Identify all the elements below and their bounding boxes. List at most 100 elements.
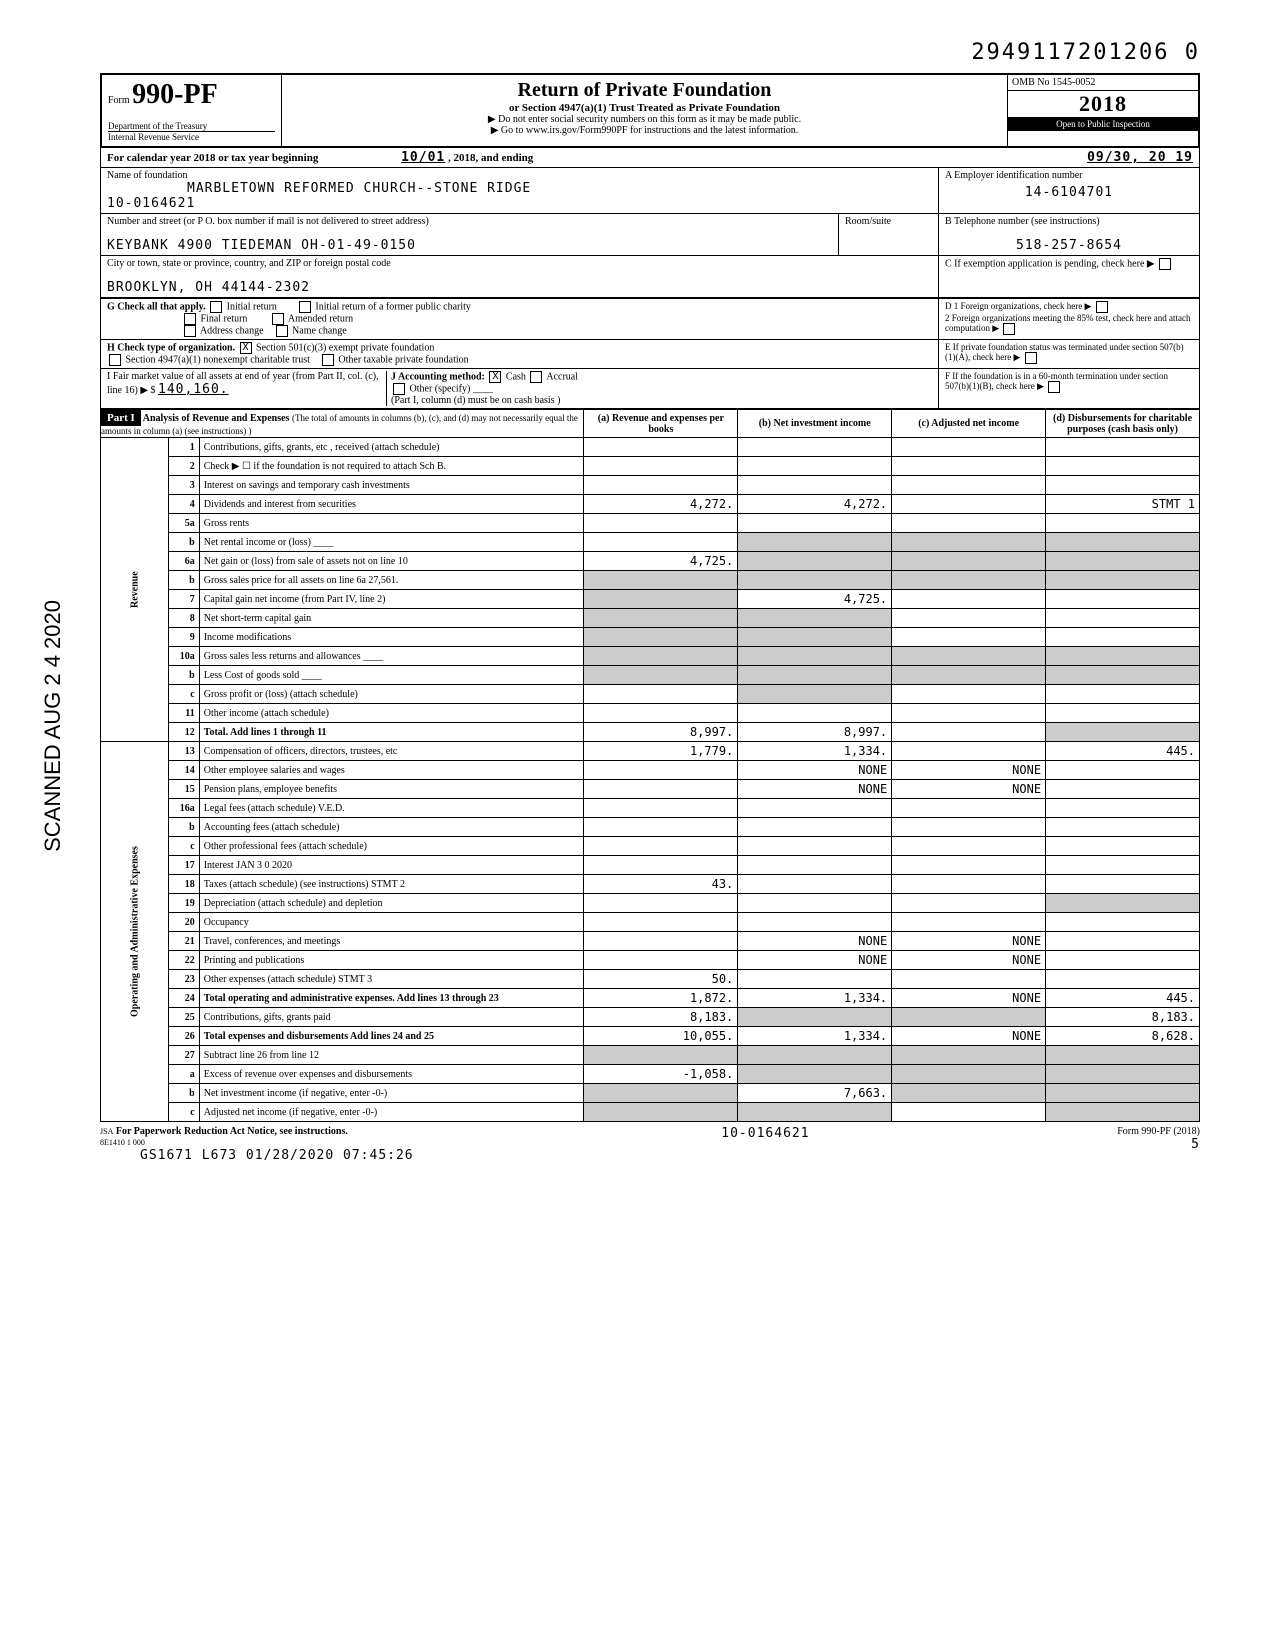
amount-cell xyxy=(738,837,892,856)
amount-cell xyxy=(1046,476,1200,495)
phone-label: B Telephone number (see instructions) xyxy=(945,216,1100,227)
d2-checkbox[interactable] xyxy=(1003,323,1015,335)
title-block: Return of Private Foundation or Section … xyxy=(282,75,1008,146)
amount-cell: 10,055. xyxy=(584,1027,738,1046)
amount-cell xyxy=(584,1046,738,1065)
e-checkbox[interactable] xyxy=(1025,352,1037,364)
line-number: b xyxy=(168,533,199,552)
amount-cell: 1,334. xyxy=(738,742,892,761)
part1-label: Part I xyxy=(101,410,141,426)
g-amended-checkbox[interactable] xyxy=(272,313,284,325)
amount-cell xyxy=(1046,1065,1200,1084)
amount-cell xyxy=(584,666,738,685)
phone-cell: B Telephone number (see instructions) 51… xyxy=(939,214,1199,256)
j-cell: J Accounting method: X Cash Accrual Othe… xyxy=(387,371,932,406)
line-number: 10a xyxy=(168,647,199,666)
year-block: OMB No 1545-0052 2018 Open to Public Ins… xyxy=(1008,75,1198,146)
amount-cell xyxy=(738,533,892,552)
c-label: C If exemption application is pending, c… xyxy=(945,258,1144,269)
j-note: (Part I, column (d) must be on cash basi… xyxy=(391,395,560,406)
amount-cell xyxy=(892,1084,1046,1103)
line-number: 16a xyxy=(168,799,199,818)
amount-cell xyxy=(1046,685,1200,704)
g-address-checkbox[interactable] xyxy=(184,325,196,337)
amount-cell: 1,334. xyxy=(738,989,892,1008)
f-checkbox[interactable] xyxy=(1048,381,1060,393)
amount-cell xyxy=(584,1103,738,1122)
amount-cell: 1,334. xyxy=(738,1027,892,1046)
amount-cell xyxy=(1046,818,1200,837)
amount-cell xyxy=(1046,704,1200,723)
j-cash-checkbox[interactable]: X xyxy=(489,371,501,383)
amount-cell xyxy=(892,970,1046,989)
line-number: 27 xyxy=(168,1046,199,1065)
scanned-stamp: SCANNED AUG 2 4 2020 xyxy=(40,600,66,852)
line-desc: Dividends and interest from securities xyxy=(199,495,584,514)
table-row: cAdjusted net income (if negative, enter… xyxy=(101,1103,1200,1122)
g-name-checkbox[interactable] xyxy=(276,325,288,337)
street-label: Number and street (or P O. box number if… xyxy=(107,216,429,227)
g-initial-public-checkbox[interactable] xyxy=(299,301,311,313)
h-4947-checkbox[interactable] xyxy=(109,354,121,366)
h-other-checkbox[interactable] xyxy=(322,354,334,366)
h-501-checkbox[interactable]: X xyxy=(240,342,252,354)
j-accrual-checkbox[interactable] xyxy=(530,371,542,383)
d1-checkbox[interactable] xyxy=(1096,301,1108,313)
amount-cell xyxy=(1046,780,1200,799)
amount-cell: NONE xyxy=(892,951,1046,970)
street: KEYBANK 4900 TIEDEMAN OH-01-49-0150 xyxy=(107,238,416,253)
line-desc: Interest on savings and temporary cash i… xyxy=(199,476,584,495)
line-number: 11 xyxy=(168,704,199,723)
table-row: 17Interest JAN 3 0 2020 xyxy=(101,856,1200,875)
line-desc: Total expenses and disbursements Add lin… xyxy=(199,1027,584,1046)
amount-cell xyxy=(892,628,1046,647)
line-desc: Gross rents xyxy=(199,514,584,533)
g-initial-checkbox[interactable] xyxy=(210,301,222,313)
j-cash: Cash xyxy=(506,371,526,382)
amount-cell xyxy=(738,647,892,666)
line-number: 4 xyxy=(168,495,199,514)
form-subtitle: or Section 4947(a)(1) Trust Treated as P… xyxy=(288,102,1001,114)
dept: Department of the Treasury xyxy=(108,121,275,131)
d-cell: D 1 Foreign organizations, check here ▶ … xyxy=(939,299,1199,339)
line-desc: Other expenses (attach schedule) STMT 3 xyxy=(199,970,584,989)
line-desc: Travel, conferences, and meetings xyxy=(199,932,584,951)
amount-cell xyxy=(738,438,892,457)
expenses-side-label: Operating and Administrative Expenses xyxy=(101,742,169,1122)
amount-cell xyxy=(738,476,892,495)
table-row: bLess Cost of goods sold ____ xyxy=(101,666,1200,685)
line-desc: Other employee salaries and wages xyxy=(199,761,584,780)
form-number: 990-PF xyxy=(132,79,218,110)
amount-cell xyxy=(1046,932,1200,951)
amount-cell xyxy=(1046,647,1200,666)
amount-cell: 43. xyxy=(584,875,738,894)
table-row: cGross profit or (loss) (attach schedule… xyxy=(101,685,1200,704)
ein-label: A Employer identification number xyxy=(945,170,1082,181)
pra: For Paperwork Reduction Act Notice, see … xyxy=(116,1126,348,1137)
table-row: 3Interest on savings and temporary cash … xyxy=(101,476,1200,495)
table-row: bGross sales price for all assets on lin… xyxy=(101,571,1200,590)
amount-cell xyxy=(1046,970,1200,989)
amount-cell xyxy=(892,609,1046,628)
amount-cell xyxy=(738,457,892,476)
amount-cell xyxy=(738,856,892,875)
footer-page: 5 xyxy=(1191,1137,1200,1152)
table-row: bNet investment income (if negative, ent… xyxy=(101,1084,1200,1103)
amount-cell xyxy=(1046,837,1200,856)
g-final-checkbox[interactable] xyxy=(184,313,196,325)
j-other-checkbox[interactable] xyxy=(393,383,405,395)
omb: OMB No 1545-0052 xyxy=(1008,75,1198,91)
line-desc: Net rental income or (loss) ____ xyxy=(199,533,584,552)
amount-cell xyxy=(1046,628,1200,647)
c-cell: C If exemption application is pending, c… xyxy=(939,256,1199,298)
c-checkbox[interactable] xyxy=(1159,258,1171,270)
amount-cell xyxy=(892,590,1046,609)
amount-cell xyxy=(738,571,892,590)
line-desc: Contributions, gifts, grants paid xyxy=(199,1008,584,1027)
amount-cell xyxy=(738,970,892,989)
line-number: b xyxy=(168,1084,199,1103)
amount-cell xyxy=(892,514,1046,533)
table-row: 7Capital gain net income (from Part IV, … xyxy=(101,590,1200,609)
line-number: 5a xyxy=(168,514,199,533)
cal-end: 09/30, 20 19 xyxy=(1087,150,1193,165)
